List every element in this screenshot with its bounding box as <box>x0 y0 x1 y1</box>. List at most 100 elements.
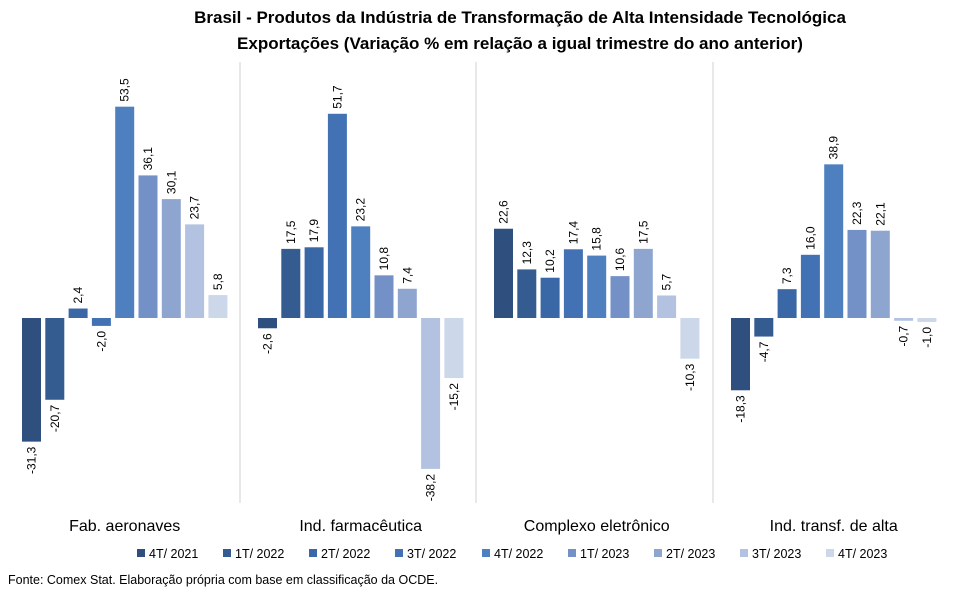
bar <box>421 318 441 469</box>
plot-area: -31,3 -20,7 2,4 -2,0 53,5 36,1 30,1 23,7 5,8 Fab.… <box>22 62 937 535</box>
data-label: 5,7 <box>660 273 674 290</box>
data-label: 16,0 <box>803 226 817 250</box>
legend-swatch <box>137 549 145 557</box>
bar <box>870 230 890 318</box>
legend-label: 2T/ 2022 <box>321 547 370 561</box>
chart-subtitle: Exportações (Variação % em relação a igu… <box>237 34 803 53</box>
legend-swatch <box>654 549 662 557</box>
legend-label: 3T/ 2022 <box>407 547 456 561</box>
legend-swatch <box>826 549 834 557</box>
bar <box>161 199 181 318</box>
bar <box>657 295 677 318</box>
legend-swatch <box>568 549 576 557</box>
data-label: 10,6 <box>613 247 627 271</box>
bar <box>894 318 914 321</box>
data-label: -20,7 <box>48 404 62 432</box>
bar <box>327 113 347 318</box>
bar <box>800 254 820 318</box>
data-label: 12,3 <box>520 241 534 265</box>
bar <box>680 318 700 359</box>
bar <box>45 318 65 400</box>
category-label: Fab. aeronaves <box>69 518 180 535</box>
bar <box>351 226 371 318</box>
legend: 4T/ 2021 1T/ 2022 2T/ 2022 3T/ 2022 4T/ 2022… <box>137 547 887 561</box>
data-label: -2,0 <box>94 331 108 352</box>
legend-label: 2T/ 2023 <box>666 547 715 561</box>
legend-swatch <box>223 549 231 557</box>
bar <box>777 289 797 318</box>
bar <box>304 247 324 318</box>
bar <box>22 318 41 442</box>
data-label: 17,9 <box>307 219 321 243</box>
bar <box>563 249 583 318</box>
data-label: 23,2 <box>354 198 368 222</box>
bar <box>68 308 88 318</box>
data-label: -31,3 <box>25 446 39 474</box>
data-label: 53,5 <box>118 78 132 102</box>
data-label: -4,7 <box>757 341 771 362</box>
bar <box>633 248 653 318</box>
bar <box>444 318 464 379</box>
bar <box>138 175 158 318</box>
legend-swatch <box>309 549 317 557</box>
data-label: -38,2 <box>424 474 438 502</box>
bar <box>374 275 394 318</box>
bar <box>91 318 111 326</box>
data-label: 10,2 <box>543 249 557 273</box>
data-label: -2,6 <box>261 333 275 354</box>
data-label: 17,4 <box>566 221 580 245</box>
data-label: 51,7 <box>330 85 344 109</box>
bar <box>540 277 560 318</box>
legend-label: 4T/ 2022 <box>494 547 543 561</box>
data-label: 10,8 <box>377 247 391 271</box>
bar <box>258 318 277 329</box>
data-label: -15,2 <box>447 383 461 411</box>
bar <box>587 255 607 318</box>
data-label: -0,7 <box>897 325 911 346</box>
source-note: Fonte: Comex Stat. Elaboração própria co… <box>8 573 438 587</box>
data-label: 15,8 <box>590 227 604 251</box>
bar <box>494 228 513 318</box>
legend-swatch <box>740 549 748 557</box>
data-label: 7,3 <box>780 267 794 284</box>
data-label: 22,6 <box>497 200 511 224</box>
category-label: Complexo eletrônico <box>524 518 670 535</box>
data-label: 30,1 <box>164 170 178 194</box>
data-label: 17,5 <box>284 220 298 244</box>
bar <box>731 318 750 391</box>
bar <box>917 318 937 322</box>
data-label: 5,8 <box>211 273 225 290</box>
data-label: 22,3 <box>850 201 864 225</box>
data-label: 17,5 <box>636 220 650 244</box>
bar <box>610 276 630 318</box>
legend-label: 1T/ 2023 <box>580 547 629 561</box>
bar <box>208 295 228 318</box>
bar <box>517 269 537 318</box>
bar <box>754 318 774 337</box>
legend-label: 4T/ 2023 <box>838 547 887 561</box>
data-label: -18,3 <box>734 395 748 423</box>
data-label: 38,9 <box>827 136 841 160</box>
data-label: -10,3 <box>683 363 697 391</box>
data-label: 23,7 <box>188 196 202 220</box>
category-label: Ind. transf. de alta <box>770 518 898 535</box>
legend-label: 1T/ 2022 <box>235 547 284 561</box>
legend-label: 3T/ 2023 <box>752 547 801 561</box>
category-label: Ind. farmacêutica <box>299 518 422 535</box>
chart-title: Brasil - Produtos da Indústria de Transf… <box>194 8 846 27</box>
bar <box>824 164 844 318</box>
legend-swatch <box>482 549 490 557</box>
data-label: 2,4 <box>71 287 85 304</box>
legend-label: 4T/ 2021 <box>149 547 198 561</box>
bar <box>281 248 301 318</box>
data-label: -1,0 <box>920 327 934 348</box>
data-label: 36,1 <box>141 147 155 171</box>
bar <box>185 224 205 318</box>
bar <box>397 288 417 318</box>
bar <box>847 229 867 318</box>
data-label: 22,1 <box>873 202 887 226</box>
bar <box>115 106 135 318</box>
legend-swatch <box>395 549 403 557</box>
data-label: 7,4 <box>400 267 414 284</box>
